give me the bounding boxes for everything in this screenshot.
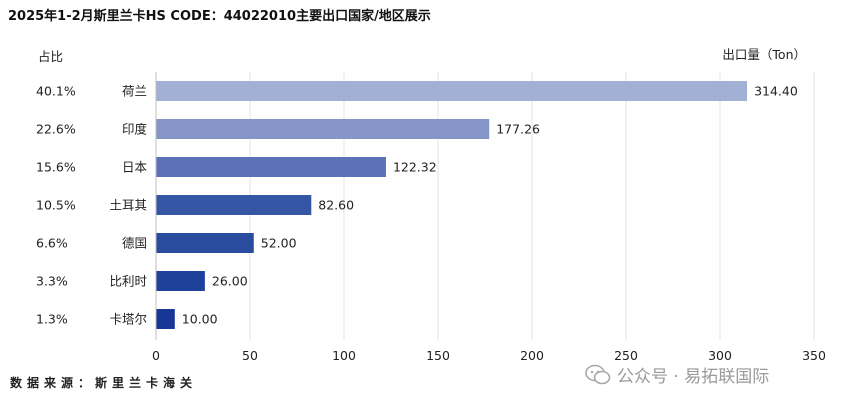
wechat-icon [585, 364, 611, 384]
value-label: 177.26 [496, 122, 540, 137]
watermark-text: 公众号 · 易拓联国际 [617, 367, 770, 387]
x-tick-label: 100 [332, 348, 356, 363]
share-column-header: 占比 [38, 49, 64, 64]
watermark: 公众号 · 易拓联国际 [585, 362, 769, 387]
bar [156, 195, 312, 215]
unit-label: 出口量（Ton） [722, 47, 806, 62]
share-label: 10.5% [36, 198, 76, 213]
value-label: 122.32 [393, 160, 437, 175]
share-label: 15.6% [36, 160, 76, 175]
category-label: 比利时 [109, 274, 147, 289]
bar [156, 157, 386, 177]
category-label: 土耳其 [109, 198, 147, 213]
category-label: 荷兰 [122, 84, 147, 99]
share-labels: 40.1% 22.6% 15.6% 10.5% 6.6% 3.3% 1.3% [36, 84, 76, 327]
x-tick-label: 150 [426, 348, 450, 363]
x-axis-ticks: 0 50 100 150 200 250 300 350 [152, 348, 826, 363]
chart-title: 2025年1-2月斯里兰卡HS CODE：44022010主要出口国家/地区展示 [8, 9, 431, 24]
bar [156, 81, 748, 101]
category-label: 卡塔尔 [109, 312, 147, 327]
bar [156, 233, 254, 253]
category-label: 印度 [122, 122, 148, 137]
share-label: 6.6% [36, 236, 68, 251]
x-tick-label: 50 [242, 348, 258, 363]
category-label: 德国 [122, 236, 147, 251]
share-label: 40.1% [36, 84, 76, 99]
value-label: 26.00 [212, 274, 248, 289]
bar [156, 271, 205, 291]
value-label: 314.40 [754, 84, 798, 99]
value-label: 10.00 [182, 312, 218, 327]
source-note: 数据来源：斯里兰卡海关 [10, 376, 198, 390]
x-tick-label: 200 [520, 348, 544, 363]
value-label: 82.60 [318, 198, 354, 213]
share-label: 1.3% [36, 312, 68, 327]
bar [156, 309, 175, 329]
category-label: 日本 [122, 160, 148, 175]
x-tick-label: 0 [152, 348, 160, 363]
value-label: 52.00 [261, 236, 297, 251]
value-labels: 314.40 177.26 122.32 82.60 52.00 26.00 10.00 [182, 84, 798, 327]
bar [156, 119, 490, 139]
x-tick-label: 300 [708, 348, 732, 363]
share-label: 3.3% [36, 274, 68, 289]
x-tick-label: 350 [802, 348, 826, 363]
share-label: 22.6% [36, 122, 76, 137]
x-tick-label: 250 [614, 348, 638, 363]
bars [156, 81, 748, 329]
